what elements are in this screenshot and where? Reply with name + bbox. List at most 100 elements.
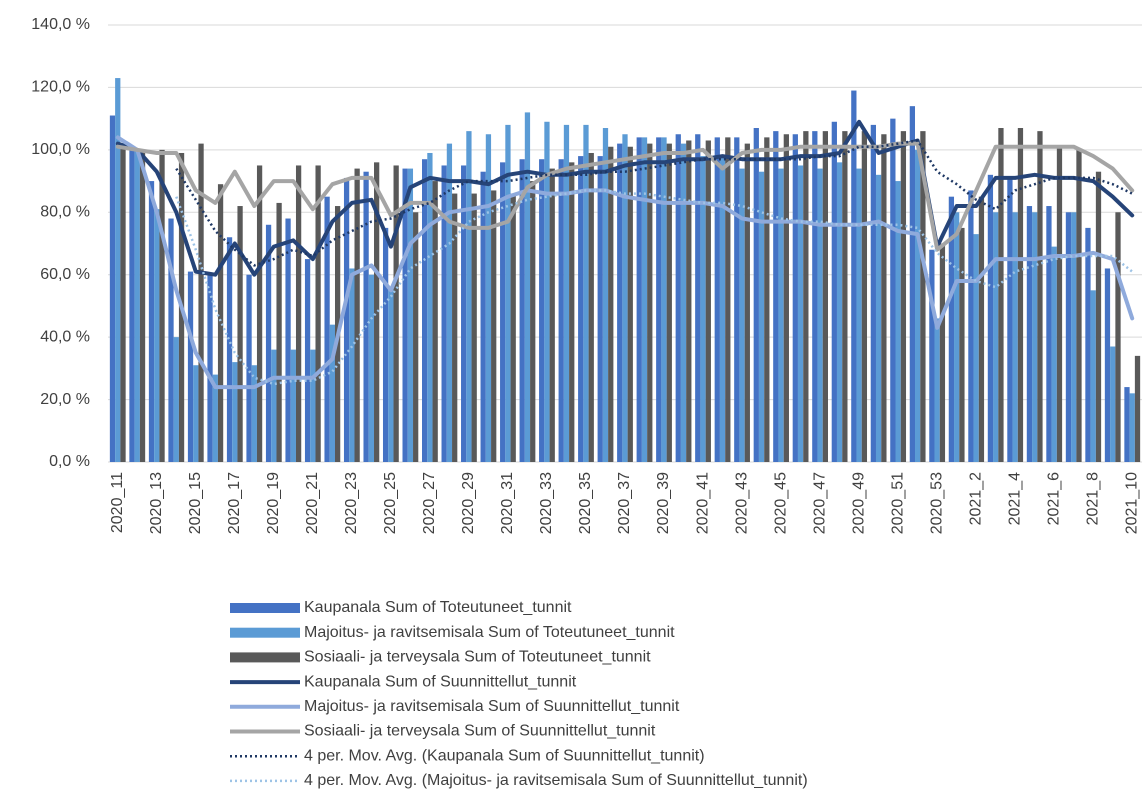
bar	[929, 249, 935, 462]
legend-swatch	[230, 652, 300, 663]
bar	[812, 131, 818, 462]
bar	[109, 115, 116, 463]
bar	[198, 143, 204, 462]
x-tick-label: 2020_53	[928, 472, 945, 534]
bar	[915, 149, 921, 462]
x-tick-label: 2020_17	[226, 472, 243, 534]
y-tick-label: 20,0 %	[40, 391, 90, 408]
bar	[734, 137, 740, 462]
bar	[368, 274, 375, 462]
bar	[973, 234, 979, 462]
bar	[354, 168, 360, 463]
x-tick-label: 2020_25	[382, 472, 399, 534]
bar	[251, 365, 257, 462]
bar	[193, 365, 199, 462]
bar	[680, 143, 687, 462]
bar	[578, 156, 584, 462]
bar	[656, 137, 662, 462]
bar	[148, 181, 155, 463]
x-tick-label: 2020_51	[889, 472, 906, 534]
bar	[1129, 393, 1135, 462]
bar	[485, 134, 492, 462]
bar	[714, 137, 720, 462]
bar	[978, 196, 985, 462]
bar	[934, 318, 940, 462]
bar	[954, 212, 960, 462]
bar	[939, 243, 946, 462]
bar	[1007, 177, 1013, 462]
bar	[675, 134, 681, 462]
bar	[719, 156, 726, 462]
line	[115, 119, 1135, 277]
bar	[480, 171, 486, 462]
bar	[154, 209, 160, 462]
bar	[539, 159, 545, 462]
bar	[422, 159, 428, 462]
y-tick-label: 140,0 %	[31, 16, 90, 33]
bar	[382, 227, 389, 462]
x-tick-label: 2021_8	[1084, 472, 1101, 525]
bar	[661, 137, 667, 462]
bar	[608, 146, 614, 462]
bar	[304, 259, 311, 462]
bar	[120, 146, 126, 462]
x-tick-label: 2021_6	[1045, 472, 1062, 525]
bar	[524, 112, 531, 463]
bar	[959, 227, 965, 462]
bar	[870, 124, 876, 462]
x-tick-label: 2021_2	[967, 472, 984, 525]
bar	[1012, 212, 1018, 462]
bar	[792, 134, 798, 462]
bar	[739, 168, 745, 463]
bar	[686, 140, 692, 462]
moving-average-line	[175, 139, 1133, 267]
bar	[764, 137, 770, 462]
bar	[875, 174, 882, 463]
bar	[1026, 206, 1033, 462]
x-tick-label: 2020_43	[733, 472, 750, 534]
x-tick-label: 2020_37	[616, 472, 633, 534]
bar	[1085, 227, 1091, 462]
legend-label: 4 per. Mov. Avg. (Kaupanala Sum of Suunn…	[304, 747, 705, 764]
x-tick-label: 2020_31	[499, 472, 516, 534]
bar	[217, 184, 224, 462]
bar	[1037, 131, 1043, 462]
bar	[1115, 212, 1121, 462]
bar	[207, 274, 213, 462]
moving-average-line	[175, 189, 1133, 386]
x-tick-label: 2020_45	[772, 472, 789, 534]
bar	[271, 349, 277, 462]
bar	[993, 212, 999, 462]
bar	[725, 137, 731, 462]
bar	[290, 349, 296, 462]
bar	[466, 131, 472, 462]
bar	[627, 146, 633, 462]
bar	[407, 168, 414, 463]
bar	[530, 181, 536, 463]
bar	[159, 149, 165, 462]
bar	[349, 268, 355, 462]
x-tick-label: 2020_21	[304, 472, 321, 534]
bar	[1090, 290, 1096, 462]
bar	[588, 152, 594, 462]
bar	[881, 134, 887, 462]
bar	[324, 196, 330, 462]
bar	[129, 149, 135, 462]
bar	[948, 196, 955, 462]
line	[115, 141, 1135, 252]
bar	[519, 159, 525, 462]
bar	[173, 337, 179, 462]
bar	[647, 143, 653, 462]
legend-label: Majoitus- ja ravitsemisala Sum of Suunni…	[304, 698, 680, 715]
bar	[329, 324, 335, 462]
bar	[441, 165, 447, 462]
bar	[836, 162, 843, 463]
y-tick-label: 120,0 %	[31, 79, 90, 96]
bar	[622, 134, 628, 462]
bar	[461, 165, 467, 462]
legend-label: Kaupanala Sum of Toteutuneet_tunnit	[304, 599, 572, 616]
bar	[134, 149, 140, 462]
bar	[265, 224, 272, 462]
bar	[597, 156, 603, 462]
bar	[861, 131, 868, 462]
